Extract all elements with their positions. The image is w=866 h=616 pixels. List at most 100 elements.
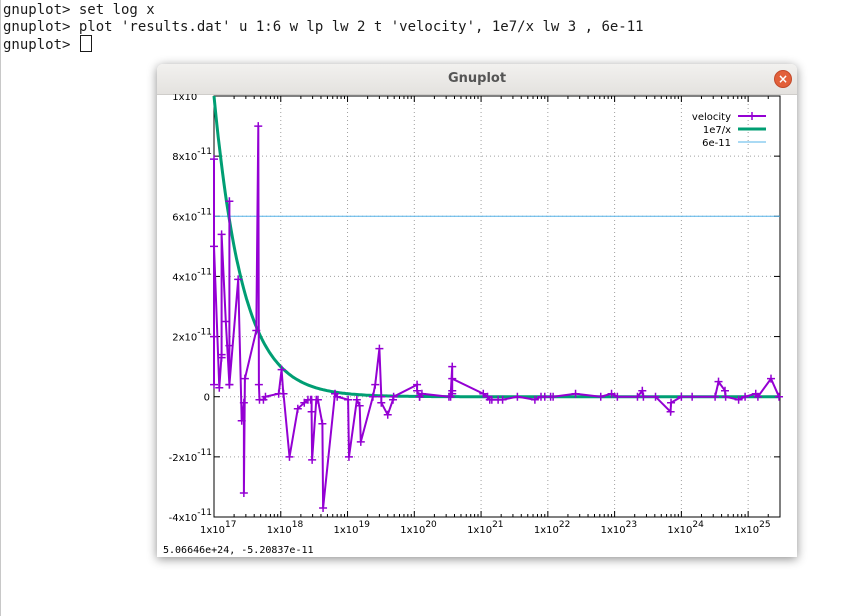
velocity-point — [448, 374, 457, 383]
velocity-point — [240, 374, 249, 383]
velocity-point — [377, 398, 386, 407]
velocity-point — [308, 455, 317, 464]
y-tick-label: -4x10-11 — [169, 508, 212, 524]
terminal-line-1: gnuplot> set log x — [3, 2, 155, 18]
velocity-point — [254, 380, 263, 389]
terminal-prompt-line[interactable]: gnuplot> — [3, 35, 92, 54]
velocity-point — [261, 392, 270, 401]
velocity-point — [344, 452, 353, 461]
x-tick-label: 1x1020 — [400, 520, 437, 536]
velocity-point — [355, 401, 364, 410]
velocity-point — [775, 392, 784, 401]
terminal-prompt: gnuplot> — [3, 37, 79, 53]
velocity-point — [254, 122, 263, 131]
velocity-point — [448, 362, 457, 371]
x-tick-label: 1x1024 — [667, 520, 704, 536]
text-cursor — [79, 35, 92, 52]
velocity-point — [371, 380, 380, 389]
velocity-point — [293, 404, 302, 413]
velocity-point — [667, 398, 676, 407]
velocity-point — [234, 275, 243, 284]
velocity-point — [721, 392, 730, 401]
velocity-point — [237, 416, 246, 425]
y-tick-label: 1x10-10 — [172, 94, 212, 103]
velocity-point — [734, 395, 743, 404]
y-tick-label: 0 — [204, 393, 210, 404]
velocity-point — [225, 380, 234, 389]
velocity-point — [767, 374, 776, 383]
velocity-point — [530, 395, 539, 404]
plot-border — [213, 95, 781, 518]
velocity-point — [239, 488, 248, 497]
velocity-point — [651, 392, 660, 401]
gnuplot-window[interactable]: Gnuplot × 1x10-10 8x10-11 6x10-11 4x10-11 2x… — [157, 64, 797, 557]
velocity-point — [344, 395, 353, 404]
velocity-point — [666, 407, 675, 416]
close-button[interactable]: × — [774, 70, 792, 88]
mouse-coordinates-readout: 5.06646e+24, -5.20837e-11 — [163, 545, 314, 556]
velocity-point — [417, 389, 426, 398]
velocity-point — [210, 380, 218, 389]
velocity-point — [714, 377, 723, 386]
velocity-point — [741, 392, 750, 401]
velocity-point — [318, 419, 327, 428]
x-tick-label: 1x1018 — [267, 520, 304, 536]
velocity-point — [613, 392, 622, 401]
legend-label: velocity — [692, 112, 731, 123]
velocity-point — [225, 341, 234, 350]
window-titlebar[interactable]: Gnuplot × — [157, 64, 797, 95]
x-tick-label: 1x1025 — [734, 520, 770, 536]
velocity-point — [239, 398, 248, 407]
velocity-point — [638, 386, 647, 395]
velocity-point — [753, 392, 762, 401]
plot-canvas[interactable]: 1x10-10 8x10-11 6x10-11 4x10-11 2x10-11 0 -2x1… — [157, 94, 797, 545]
velocity-point — [448, 389, 457, 398]
velocity-point — [333, 392, 342, 401]
velocity-point — [413, 386, 422, 395]
velocity-point — [383, 410, 392, 419]
velocity-point — [352, 395, 361, 404]
velocity-point — [677, 392, 686, 401]
x-tick-label: 1x1022 — [534, 520, 570, 536]
velocity-point — [279, 389, 288, 398]
y-tick-label: 4x10-11 — [172, 267, 212, 283]
velocity-point — [375, 344, 384, 353]
velocity-point — [210, 332, 218, 341]
velocity-point — [210, 155, 218, 164]
velocity-point — [639, 392, 648, 401]
velocity-point — [307, 407, 316, 416]
velocity-point — [221, 317, 230, 326]
x-tick-label: 1x1021 — [467, 520, 503, 536]
series-line-velocity — [213, 126, 780, 509]
y-tick-label: 8x10-11 — [172, 147, 212, 163]
x-tick-label: 1x1017 — [200, 520, 236, 536]
legend-label: 1e7/x — [703, 125, 731, 136]
velocity-point — [607, 389, 616, 398]
y-tick-label: -2x10-11 — [169, 448, 212, 464]
velocity-point — [210, 242, 218, 251]
y-tick-label: 2x10-11 — [172, 328, 212, 344]
velocity-point — [571, 389, 580, 398]
velocity-point — [319, 503, 328, 512]
legend-point-velocity — [748, 112, 756, 120]
velocity-point — [389, 392, 398, 401]
x-tick-label: 1x1023 — [601, 520, 637, 536]
x-tick-label: 1x1019 — [334, 520, 371, 536]
terminal-line-2: gnuplot> plot 'results.dat' u 1:6 w lp l… — [3, 19, 644, 35]
velocity-point — [356, 437, 365, 446]
velocity-point — [215, 383, 224, 392]
velocity-point — [368, 392, 377, 401]
velocity-point — [711, 392, 720, 401]
window-title: Gnuplot — [447, 71, 507, 86]
velocity-point — [549, 392, 558, 401]
velocity-point — [225, 197, 234, 206]
y-tick-label: 6x10-11 — [172, 207, 212, 223]
velocity-point — [313, 395, 322, 404]
legend-label: 6e-11 — [702, 138, 731, 149]
velocity-point — [217, 230, 226, 239]
velocity-point — [596, 392, 605, 401]
velocity-point — [498, 395, 507, 404]
velocity-point — [277, 365, 286, 374]
velocity-point — [688, 392, 697, 401]
velocity-point — [285, 452, 294, 461]
